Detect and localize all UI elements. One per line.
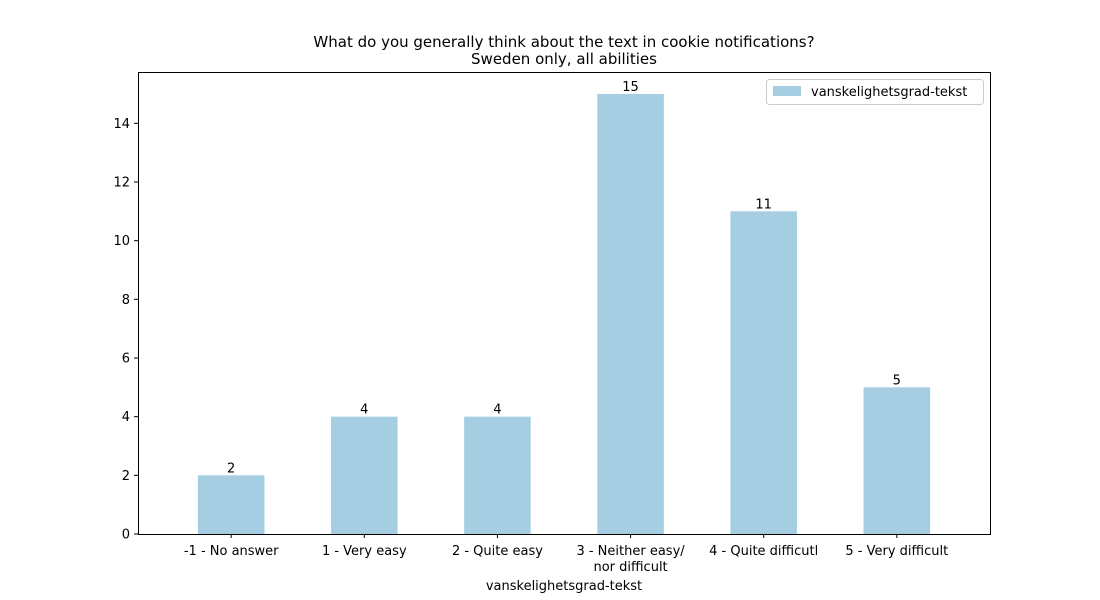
x-tick-label: 2 - Quite easy — [452, 544, 543, 559]
legend-swatch — [773, 86, 801, 96]
bar — [197, 475, 265, 534]
bar-labels-group: 2 4 4 15 11 5 — [227, 80, 901, 476]
bar — [464, 416, 531, 534]
bar — [597, 94, 664, 534]
bar — [331, 416, 398, 534]
y-tick-label: 8 — [122, 293, 130, 308]
y-tick-label: 14 — [113, 117, 130, 132]
y-tick-label: 4 — [122, 410, 130, 425]
bar-value-label: 4 — [360, 403, 368, 418]
x-tick-label: 3 - Neither easy/nor difficult — [576, 544, 685, 575]
x-axis-label: vanskelighetsgrad-tekst — [486, 579, 642, 594]
legend-box — [766, 79, 984, 105]
bar-value-label: 2 — [227, 461, 235, 476]
legend-entry-label: vanskelighetsgrad-tekst — [811, 85, 967, 100]
y-tick-label: 6 — [122, 352, 130, 367]
bars-group — [197, 94, 931, 534]
x-tick-label: -1 - No answer — [184, 544, 279, 559]
y-tick-label: 0 — [122, 528, 130, 543]
chart-subtitle: Sweden only, all abilities — [471, 50, 657, 68]
x-tick-label: 5 - Very difficult — [845, 544, 948, 559]
bar-value-label: 4 — [493, 403, 501, 418]
bar-value-label: 11 — [755, 197, 772, 212]
y-axis: 0 2 4 6 8 10 12 14 — [113, 117, 138, 543]
y-tick-label: 12 — [113, 176, 130, 191]
bar — [863, 387, 931, 534]
x-tick-label: 4 - Quite difficutl — [709, 544, 818, 559]
plot-frame — [138, 72, 991, 535]
bar-value-label: 15 — [622, 80, 639, 95]
x-tick-label: 1 - Very easy — [322, 544, 407, 559]
y-tick-label: 2 — [122, 469, 130, 484]
bar — [730, 211, 797, 534]
chart-title: What do you generally think about the te… — [313, 33, 814, 51]
x-axis: -1 - No answer 1 - Very easy 2 - Quite eas… — [184, 534, 948, 575]
legend: vanskelighetsgrad-tekst — [766, 79, 984, 105]
bar-value-label: 5 — [893, 373, 901, 388]
y-tick-label: 10 — [113, 234, 130, 249]
